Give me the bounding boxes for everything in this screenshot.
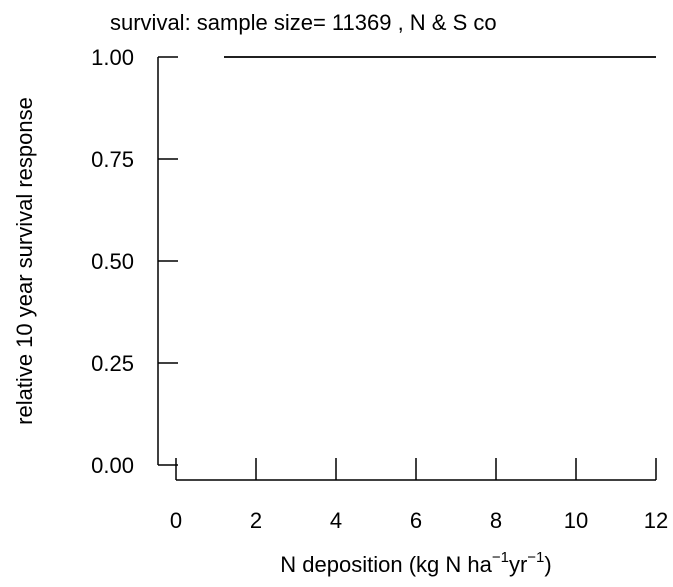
x-label-part: yr (509, 552, 527, 577)
x-axis-label: N deposition (kg N ha−1yr−1) (280, 549, 551, 577)
y-tick-label: 1.00 (91, 45, 134, 70)
x-tick-label: 0 (170, 508, 182, 533)
x-label-part: ) (544, 552, 551, 577)
y-tick-label: 0.00 (91, 453, 134, 478)
x-tick-label: 4 (330, 508, 342, 533)
x-tick-label: 10 (564, 508, 588, 533)
x-label-sup: −1 (492, 549, 509, 566)
x-tick-label: 6 (410, 508, 422, 533)
y-tick-label: 0.25 (91, 351, 134, 376)
x-label-sup: −1 (527, 549, 544, 566)
y-tick-label: 0.50 (91, 249, 134, 274)
x-tick-label: 2 (250, 508, 262, 533)
x-tick-label: 12 (644, 508, 668, 533)
chart-title: survival: sample size= 11369 , N & S co (110, 10, 497, 35)
y-axis-label: relative 10 year survival response (12, 97, 37, 425)
y-tick-label: 0.75 (91, 147, 134, 172)
x-tick-label: 8 (490, 508, 502, 533)
x-label-part: N deposition (kg N ha (280, 552, 492, 577)
